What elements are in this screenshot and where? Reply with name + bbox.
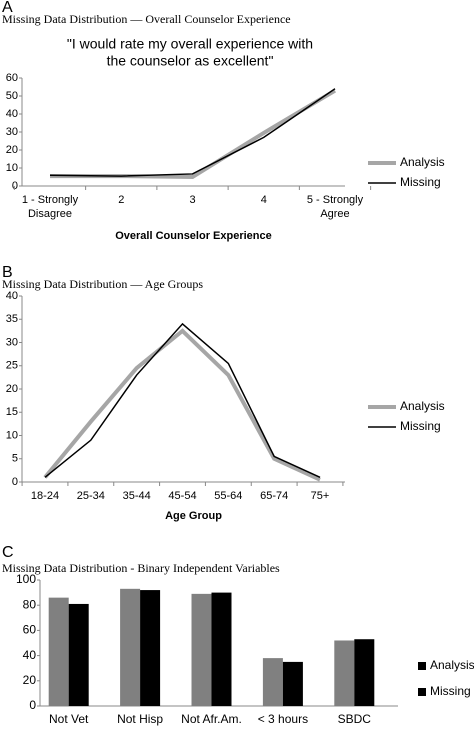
bar <box>211 592 232 706</box>
legend-label: Analysis <box>430 658 474 672</box>
x-axis-label: Overall Counselor Experience <box>115 230 272 242</box>
legend-label: Missing <box>430 684 471 698</box>
panel-letter: B <box>2 264 13 281</box>
legend-swatch <box>418 688 426 696</box>
y-tick-label: 40 <box>6 108 18 120</box>
x-tick-label: 55-64 <box>214 490 242 502</box>
line-series <box>50 88 337 180</box>
y-tick-label: 10 <box>6 162 18 174</box>
x-tick-label: SBDC <box>338 712 372 726</box>
y-tick-label: 50 <box>6 90 18 102</box>
y-tick-label: 30 <box>6 336 18 348</box>
bar <box>140 590 161 706</box>
legend-label: Missing <box>400 175 441 189</box>
y-tick-label: 10 <box>6 429 18 441</box>
bar <box>191 593 212 706</box>
panel-letter: C <box>2 544 14 561</box>
chart-title: the counselor as excellent" <box>107 53 274 69</box>
bar <box>120 588 141 706</box>
y-tick-label: 0 <box>29 698 36 712</box>
x-tick-label: Not Afr.Am. <box>181 712 242 726</box>
y-tick-label: 35 <box>6 313 18 325</box>
panel-letter: A <box>2 0 13 16</box>
x-tick-label: 65-74 <box>260 490 288 502</box>
y-tick-label: 20 <box>6 144 18 156</box>
x-tick-label: 5 - Strongly <box>307 194 364 206</box>
y-tick-label: 30 <box>6 126 18 138</box>
panel-heading: Missing Data Distribution — Age Groups <box>2 277 203 291</box>
bar <box>262 658 283 706</box>
x-tick-label: 4 <box>261 194 267 206</box>
line-series <box>49 88 336 177</box>
y-tick-label: 60 <box>6 72 18 84</box>
legend-label: Analysis <box>400 155 445 169</box>
y-tick-label: 20 <box>23 673 37 687</box>
x-tick-label: 35-44 <box>123 490 151 502</box>
y-tick-label: 0 <box>12 476 18 488</box>
bar <box>334 640 355 706</box>
bar <box>48 597 69 706</box>
panel-heading: Missing Data Distribution - Binary Indep… <box>2 561 280 575</box>
x-tick-label: 2 <box>118 194 124 206</box>
x-tick-label: Not Hisp <box>117 712 163 726</box>
y-tick-label: 5 <box>12 453 18 465</box>
bar <box>282 661 303 706</box>
y-tick-label: 80 <box>23 597 37 611</box>
y-tick-label: 40 <box>6 290 18 302</box>
line-series <box>44 322 321 479</box>
line-series <box>43 328 321 482</box>
y-tick-label: 0 <box>12 180 18 192</box>
y-tick-label: 25 <box>6 360 18 372</box>
x-tick-label: 25-34 <box>77 490 105 502</box>
x-tick-label: Disagree <box>28 208 72 220</box>
x-tick-label: 3 <box>189 194 195 206</box>
x-axis-label: Age Group <box>165 510 222 522</box>
x-tick-label: 45-54 <box>168 490 196 502</box>
legend-label: Analysis <box>400 399 445 413</box>
y-tick-label: 20 <box>6 383 18 395</box>
legend-label: Missing <box>400 419 441 433</box>
x-tick-label: < 3 hours <box>258 712 308 726</box>
bar <box>68 603 89 706</box>
x-tick-label: Agree <box>320 208 349 220</box>
y-tick-label: 40 <box>23 648 37 662</box>
y-tick-label: 15 <box>6 406 18 418</box>
chart-title: "I would rate my overall experience with <box>67 36 313 52</box>
x-tick-label: 1 - Strongly <box>22 194 79 206</box>
y-tick-label: 100 <box>16 572 36 586</box>
x-tick-label: 75+ <box>311 490 330 502</box>
x-tick-label: Not Vet <box>49 712 89 726</box>
x-tick-label: 18-24 <box>31 490 59 502</box>
legend-swatch <box>418 662 426 670</box>
panel-heading: Missing Data Distribution — Overall Coun… <box>2 12 291 26</box>
bar <box>354 639 375 706</box>
y-tick-label: 60 <box>23 623 37 637</box>
